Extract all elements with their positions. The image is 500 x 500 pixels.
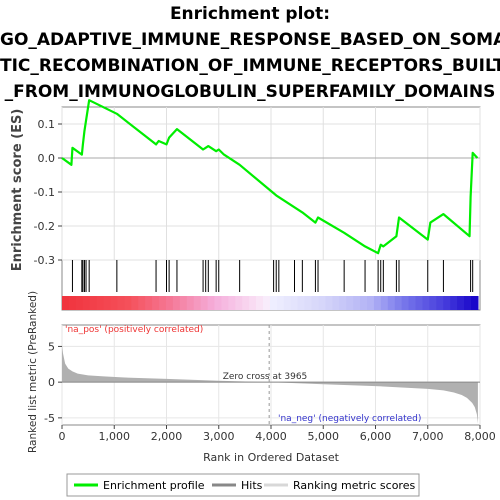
es-ylabel: Enrichment score (ES) (10, 109, 25, 272)
rank-gradient-segment (436, 296, 444, 310)
metric-area (62, 345, 478, 424)
rank-gradient-segment (235, 296, 243, 310)
rank-gradient-segment (429, 296, 437, 310)
rank-gradient-segment (207, 296, 216, 310)
rank-gradient-segment (457, 296, 465, 310)
es-tick-label: -0.3 (34, 254, 55, 267)
rank-gradient-segment (159, 296, 167, 310)
es-tick-label: -0.2 (34, 220, 55, 233)
x-tick-label: 7,000 (412, 430, 444, 443)
es-tick-label: -0.1 (34, 186, 55, 199)
title-line-2: GO_ADAPTIVE_IMMUNE_RESPONSE_BASED_ON_SOM… (0, 30, 500, 50)
x-axis-label: Rank in Ordered Dataset (203, 451, 340, 464)
rank-gradient-segment (332, 296, 340, 310)
rank-gradient-segment (443, 296, 451, 310)
rank-gradient-segment (304, 296, 313, 310)
rank-gradient-segment (89, 296, 98, 310)
enrichment-profile-line (61, 99, 479, 255)
title-line-3: TIC_RECOMBINATION_OF_IMMUNE_RECEPTORS_BU… (0, 56, 500, 76)
rank-gradient-segment (62, 296, 70, 310)
neg-label: 'na_neg' (negatively correlated) (278, 414, 421, 424)
rank-gradient-segment (221, 296, 229, 310)
rank-gradient-segment (179, 296, 188, 310)
legend-enrichment-label: Enrichment profile (103, 479, 205, 492)
rank-gradient-segment (380, 296, 389, 310)
rank-gradient-segment (415, 296, 424, 310)
legend-box (66, 473, 420, 497)
rank-gradient-segment (228, 296, 236, 310)
pos-label: 'na_pos' (positively correlated) (65, 325, 203, 335)
title-line-4: _FROM_IMMUNOGLOBULIN_SUPERFAMILY_DOMAINS (4, 82, 496, 102)
metric-tick-label: -5 (44, 412, 55, 425)
rank-gradient-segment (193, 296, 202, 310)
es-tick-label: 0.1 (38, 118, 56, 131)
rank-gradient-segment (214, 296, 223, 310)
rank-gradient-segment (263, 296, 271, 310)
rank-gradient-segment (82, 296, 91, 310)
rank-gradient-segment (367, 296, 375, 310)
rank-gradient-segment (186, 296, 195, 310)
rank-gradient-segment (110, 296, 119, 310)
rank-gradient-segment (172, 296, 181, 310)
rank-gradient-segment (269, 296, 278, 310)
x-tick-label: 6,000 (360, 430, 392, 443)
rank-gradient-segment (256, 296, 264, 310)
rank-gradient-segment (394, 296, 403, 310)
rank-gradient-segment (373, 296, 382, 310)
rank-gradient-segment (103, 296, 112, 310)
rank-gradient-segment (450, 296, 458, 310)
legend-metric-label: Ranking metric scores (293, 479, 415, 492)
rank-gradient-segment (387, 296, 396, 310)
rank-gradient-segment (145, 296, 153, 310)
rank-gradient-segment (353, 296, 361, 310)
metric-tick-label: 0 (48, 376, 55, 389)
rank-gradient-segment (200, 296, 209, 310)
rank-gradient-segment (131, 296, 139, 310)
x-tick-label: 5,000 (308, 430, 340, 443)
rank-gradient-segment (124, 296, 132, 310)
rank-gradient-segment (117, 296, 125, 310)
rank-gradient-segment (339, 296, 347, 310)
rank-gradient-segment (318, 296, 327, 310)
rank-gradient-segment (408, 296, 417, 310)
rank-gradient-segment (360, 296, 368, 310)
rank-gradient-segment (242, 296, 250, 310)
rank-gradient-segment (311, 296, 320, 310)
x-tick-label: 2,000 (151, 430, 183, 443)
rank-gradient-segment (165, 296, 174, 310)
x-tick-label: 4,000 (255, 430, 287, 443)
rank-gradient-segment (464, 296, 472, 310)
x-tick-label: 8,000 (464, 430, 496, 443)
es-tick-label: 0.0 (38, 152, 56, 165)
rank-gradient-segment (138, 296, 146, 310)
rank-gradient-segment (75, 296, 84, 310)
rank-gradient-segment (96, 296, 105, 310)
rank-gradient-segment (297, 296, 306, 310)
rank-gradient-segment (276, 296, 285, 310)
rank-gradient-segment (346, 296, 354, 310)
rank-gradient-segment (401, 296, 410, 310)
rank-gradient-segment (283, 296, 292, 310)
rank-gradient-segment (422, 296, 430, 310)
rank-gradient-segment (152, 296, 160, 310)
x-tick-label: 0 (59, 430, 66, 443)
rank-gradient-segment (68, 296, 77, 310)
x-tick-label: 3,000 (203, 430, 235, 443)
rank-gradient-segment (470, 296, 479, 310)
rank-gradient-segment (325, 296, 333, 310)
rank-gradient-segment (290, 296, 299, 310)
metric-ylabel: Ranked list metric (PreRanked) (27, 291, 39, 453)
zero-cross-label: Zero cross at 3965 (223, 372, 308, 382)
legend-hits-label: Hits (241, 479, 263, 492)
metric-tick-label: 5 (48, 340, 55, 353)
rank-gradient-segment (249, 296, 257, 310)
x-tick-label: 1,000 (99, 430, 131, 443)
title-line-1: Enrichment plot: (169, 4, 331, 24)
